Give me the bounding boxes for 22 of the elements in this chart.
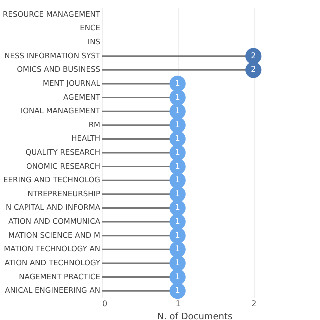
- data-label: 1: [175, 162, 180, 171]
- data-label: 1: [175, 92, 180, 102]
- x-tick-label: 1: [176, 300, 181, 308]
- data-label: 1: [175, 272, 180, 282]
- data-label: 1: [175, 120, 180, 130]
- data-label: 1: [175, 244, 180, 254]
- data-label: 1: [175, 78, 180, 88]
- data-label: 1: [175, 148, 180, 157]
- data-label: 1: [175, 203, 180, 212]
- data-label: 1: [175, 230, 180, 240]
- data-label: 2: [251, 51, 256, 60]
- data-label: 1: [175, 106, 180, 116]
- data-label: 1: [175, 258, 180, 268]
- data-label: 1: [175, 217, 180, 226]
- x-tick-label: 0: [102, 300, 108, 308]
- data-label: 1: [175, 189, 180, 198]
- data-label: 1: [175, 176, 180, 185]
- x-tick-label: 2: [252, 300, 257, 308]
- x-axis-title: N. of Documents: [157, 312, 233, 320]
- data-label: 1: [175, 286, 180, 296]
- data-label: 2: [251, 65, 256, 74]
- data-label: 1: [175, 134, 180, 144]
